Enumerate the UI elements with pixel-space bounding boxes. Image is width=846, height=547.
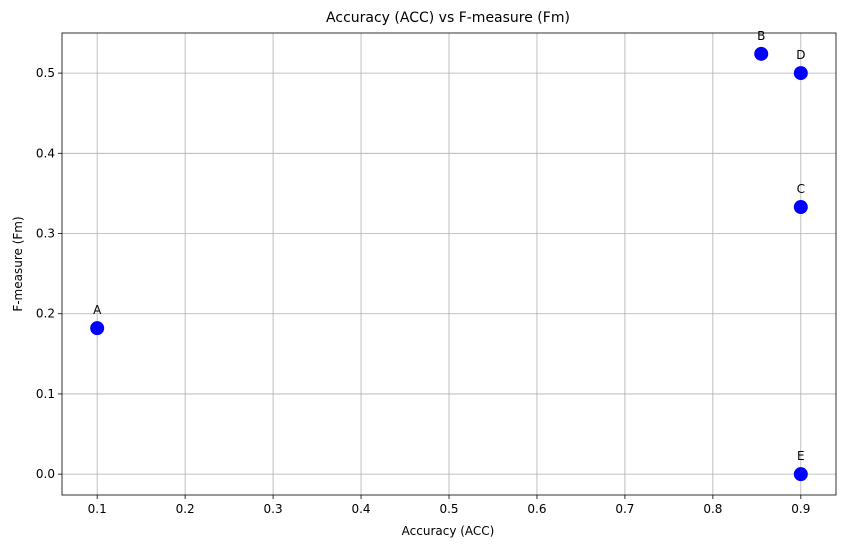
y-tick-label: 0.3 <box>36 227 55 241</box>
point-label-e: E <box>797 449 805 463</box>
point-label-a: A <box>93 303 102 317</box>
y-tick-label: 0.1 <box>36 387 55 401</box>
y-axis-label: F-measure (Fm) <box>11 216 25 311</box>
x-tick-label: 0.5 <box>439 502 458 516</box>
point-label-c: C <box>797 182 805 196</box>
x-tick-label: 0.4 <box>351 502 370 516</box>
x-tick-label: 0.6 <box>527 502 546 516</box>
point-label-d: D <box>796 48 805 62</box>
x-tick-label: 0.7 <box>615 502 634 516</box>
x-axis-ticks: 0.1 0.2 0.3 0.4 0.5 0.6 0.7 0.8 0.9 <box>88 495 810 516</box>
x-tick-label: 0.2 <box>176 502 195 516</box>
data-point-a <box>90 321 105 336</box>
x-tick-label: 0.3 <box>264 502 283 516</box>
data-point-b <box>754 46 769 61</box>
x-tick-label: 0.1 <box>88 502 107 516</box>
x-tick-label: 0.9 <box>791 502 810 516</box>
data-point-d <box>793 66 808 81</box>
y-tick-label: 0.0 <box>36 467 55 481</box>
y-tick-label: 0.4 <box>36 146 55 160</box>
x-axis-label: Accuracy (ACC) <box>402 524 495 538</box>
y-tick-label: 0.5 <box>36 66 55 80</box>
y-tick-label: 0.2 <box>36 307 55 321</box>
grid <box>62 33 836 495</box>
y-axis-ticks: 0.0 0.1 0.2 0.3 0.4 0.5 <box>36 66 62 481</box>
chart-title: Accuracy (ACC) vs F-measure (Fm) <box>326 10 570 26</box>
x-tick-label: 0.8 <box>703 502 722 516</box>
point-label-b: B <box>757 29 765 43</box>
data-points: A B C D E <box>90 29 808 482</box>
data-point-e <box>793 467 808 482</box>
data-point-c <box>793 200 808 215</box>
